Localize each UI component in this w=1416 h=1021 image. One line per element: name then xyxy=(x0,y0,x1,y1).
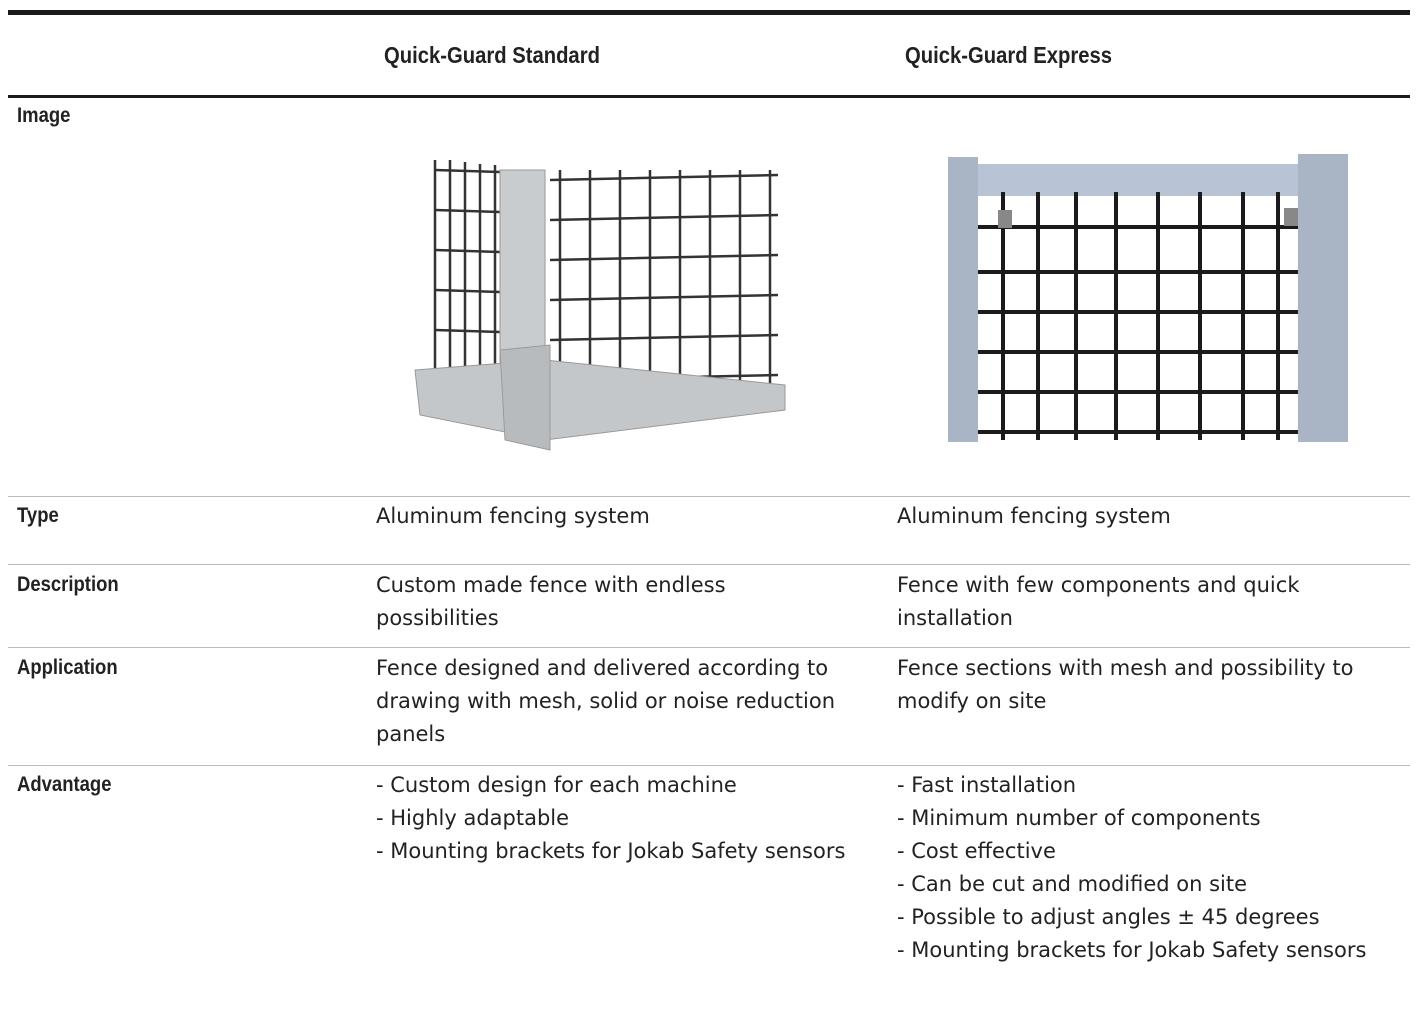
row-rule xyxy=(8,496,1410,497)
cell: Fence designed and delivered according t… xyxy=(376,656,836,746)
header-rule xyxy=(8,95,1410,98)
cell: Fence sections with mesh and possibility… xyxy=(897,656,1354,713)
cell: Custom made fence with endless possibili… xyxy=(376,573,726,630)
column-header: Quick-Guard Standard xyxy=(384,42,600,68)
list-item: - Can be cut and modified on site xyxy=(897,872,1248,896)
list-item: - Highly adaptable xyxy=(376,806,570,830)
list-item: - Possible to adjust angles ± 45 degrees xyxy=(897,905,1320,929)
list-item: - Mounting brackets for Jokab Safety sen… xyxy=(897,938,1367,962)
row-rule xyxy=(8,647,1410,648)
list-item: - Minimum number of components xyxy=(897,806,1261,830)
express-fence-image xyxy=(948,154,1348,442)
standard-fence-image xyxy=(414,160,786,451)
list-item: - Fast installation xyxy=(897,773,1077,797)
advantage-list: - Custom design for each machine - Highly… xyxy=(376,769,846,868)
list-item: - Cost effective xyxy=(897,839,1056,863)
cell: Aluminum fencing system xyxy=(376,504,650,528)
row-label: Advantage xyxy=(17,773,112,796)
row-label: Application xyxy=(17,656,118,679)
top-rule xyxy=(8,10,1410,15)
column-header: Quick-Guard Express xyxy=(905,42,1112,68)
row-rule xyxy=(8,765,1410,766)
row-rule xyxy=(8,564,1410,565)
row-label: Image xyxy=(17,104,71,127)
row-label: Type xyxy=(17,504,59,527)
list-item: - Custom design for each machine xyxy=(376,773,737,797)
cell: Aluminum fencing system xyxy=(897,504,1171,528)
list-item: - Mounting brackets for Jokab Safety sen… xyxy=(376,839,846,863)
advantage-list: - Fast installation - Minimum number of c… xyxy=(897,769,1367,967)
row-label: Description xyxy=(17,573,119,596)
cell: Fence with few components and quick inst… xyxy=(897,573,1300,630)
